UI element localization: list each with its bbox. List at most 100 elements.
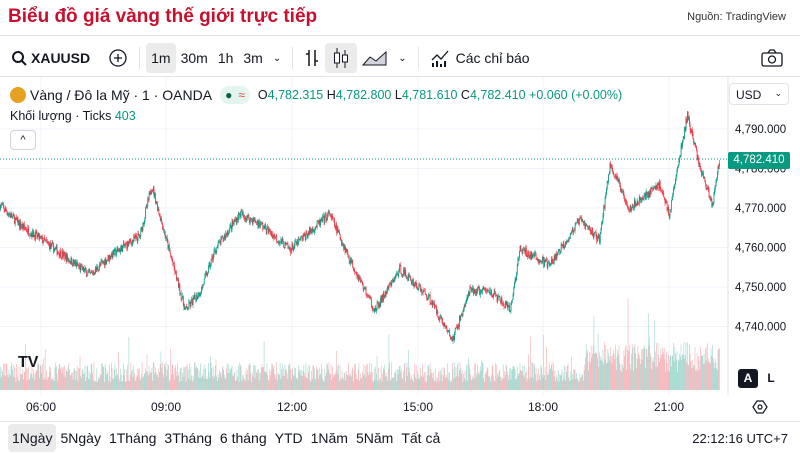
interval-dropdown[interactable]: ⌄: [268, 43, 286, 73]
settings-icon[interactable]: [752, 399, 768, 415]
candle-body: [609, 163, 611, 174]
range-ytd[interactable]: YTD: [274, 430, 303, 446]
candle-body: [696, 146, 697, 151]
indicators-button[interactable]: Các chỉ báo: [425, 43, 535, 73]
volume-bar: [568, 377, 570, 390]
candle-body: [104, 259, 106, 266]
candle-body: [495, 294, 497, 296]
candle-body: [700, 168, 702, 170]
range-all[interactable]: Tất cả: [401, 430, 441, 446]
candle-body: [593, 233, 595, 238]
volume-bar: [433, 371, 434, 390]
candle-body: [228, 228, 230, 234]
volume-bar: [502, 378, 503, 390]
volume-bar: [5, 376, 6, 390]
candle-body: [278, 241, 280, 243]
symbol-search[interactable]: XAUUSD: [6, 43, 95, 73]
volume-bar: [214, 375, 215, 390]
candle-body: [451, 336, 453, 339]
volume-bar: [553, 363, 554, 390]
volume-bar: [698, 355, 699, 390]
volume-bar: [689, 353, 691, 390]
candle-body: [90, 272, 92, 274]
volume-bar: [85, 380, 86, 390]
volume-bar: [601, 361, 603, 390]
candle-body: [110, 257, 112, 260]
volume-bar: [399, 366, 401, 390]
candle-body: [124, 245, 126, 247]
range-1-month[interactable]: 1Tháng: [108, 430, 157, 446]
auto-scale-button[interactable]: A: [738, 369, 758, 388]
volume-bar: [220, 371, 222, 390]
volume-bar: [396, 381, 397, 390]
candle-body: [629, 209, 630, 211]
candlestick-button[interactable]: [325, 43, 358, 73]
range-5-years[interactable]: 5Năm: [355, 430, 394, 446]
range-6-months[interactable]: 6 tháng: [219, 430, 267, 446]
price-chart[interactable]: 4,790.0004,780.0004,770.0004,760.0004,75…: [0, 77, 800, 395]
collapse-legend-button[interactable]: ^: [10, 130, 36, 150]
volume-bar: [433, 381, 435, 390]
time-tick: 06:00: [25, 400, 57, 414]
volume-bar: [638, 355, 640, 390]
volume-bar: [4, 363, 6, 390]
range-1-year[interactable]: 1Năm: [310, 430, 348, 446]
volume-bar: [627, 298, 629, 390]
volume-bar: [417, 373, 419, 390]
volume-bar: [412, 379, 413, 390]
clock[interactable]: 22:12:16 UTC+7: [692, 431, 788, 446]
volume-bar: [336, 365, 338, 390]
candle-body: [118, 249, 120, 252]
candle-body: [351, 260, 353, 264]
candle-body: [67, 254, 68, 260]
volume-bar: [199, 378, 201, 390]
candle-body: [256, 222, 258, 223]
volume-bar: [196, 366, 197, 390]
candle-body: [20, 221, 22, 228]
candle-body: [170, 253, 172, 257]
volume-bar: [187, 366, 188, 390]
candle-body: [472, 287, 474, 291]
volume-bar: [276, 362, 278, 390]
area-chart-button[interactable]: [357, 43, 393, 73]
volume-bar: [581, 375, 583, 390]
volume-bar: [564, 365, 565, 390]
candle-body: [540, 260, 542, 262]
volume-bar: [358, 363, 360, 390]
range-3-months[interactable]: 3Tháng: [164, 430, 212, 446]
interval-3m[interactable]: 3m: [243, 50, 263, 66]
candle-body: [204, 275, 206, 279]
interval-30m[interactable]: 30m: [180, 50, 208, 66]
volume-bar: [606, 362, 608, 390]
volume-bar: [544, 366, 546, 390]
screenshot-button[interactable]: [756, 43, 788, 73]
currency-select[interactable]: USD ⌄: [729, 83, 789, 105]
candle-body: [295, 241, 297, 245]
volume-bar: [650, 353, 651, 390]
chart-type-dropdown[interactable]: ⌄: [393, 43, 411, 73]
interval-1h[interactable]: 1h: [217, 50, 234, 66]
range-1-day[interactable]: 1Ngày: [8, 424, 57, 452]
volume-bar: [607, 348, 609, 390]
time-axis[interactable]: 06:00 09:00 12:00 15:00 18:00 21:00: [0, 395, 800, 419]
candle-body: [213, 251, 215, 256]
candle-body: [492, 296, 494, 298]
range-5-days[interactable]: 5Ngày: [60, 430, 101, 446]
candle-body: [298, 239, 300, 240]
compare-button[interactable]: [103, 43, 133, 73]
volume-bar: [453, 378, 455, 390]
candle-body: [673, 187, 675, 189]
volume-bar: [348, 362, 349, 390]
interval-1m[interactable]: 1m: [146, 43, 176, 73]
market-status-badge[interactable]: ● ≈: [220, 86, 250, 104]
candle-body: [617, 176, 619, 181]
volume-bar: [396, 369, 398, 390]
candle-body: [155, 202, 157, 204]
bar-chart-button[interactable]: [299, 43, 325, 73]
candle-body: [313, 230, 315, 233]
volume-bar: [90, 363, 92, 390]
candle-body: [498, 296, 499, 297]
volume-bar: [476, 373, 478, 390]
candle-body: [61, 251, 63, 258]
log-scale-button[interactable]: L: [767, 371, 775, 385]
